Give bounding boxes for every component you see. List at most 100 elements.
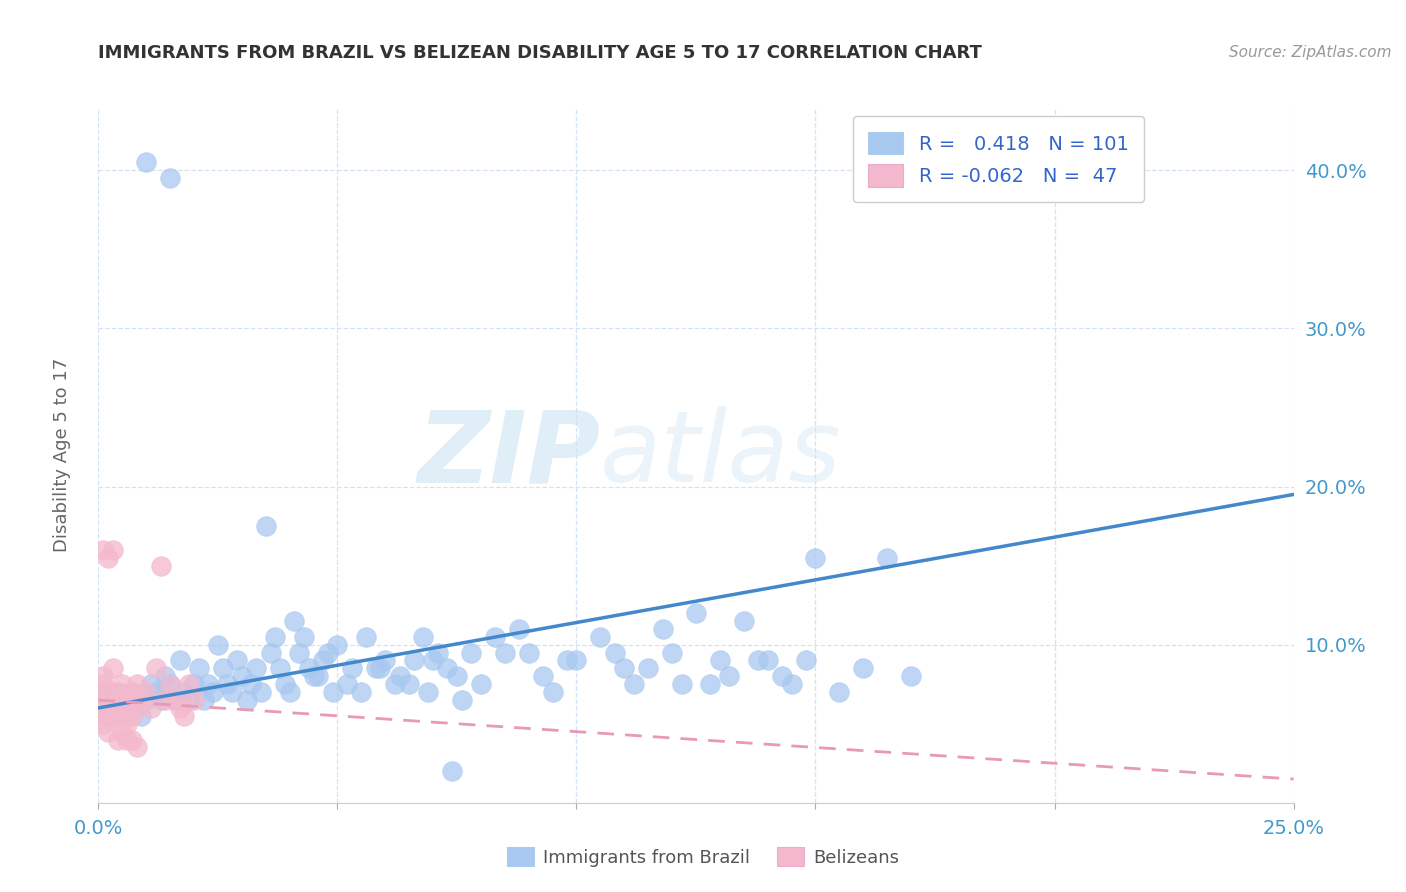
Point <box>364 661 387 675</box>
Point <box>101 701 124 715</box>
Text: IMMIGRANTS FROM BRAZIL VS BELIZEAN DISABILITY AGE 5 TO 17 CORRELATION CHART: IMMIGRANTS FROM BRAZIL VS BELIZEAN DISAB… <box>98 45 983 62</box>
Point <box>115 716 138 731</box>
Point <box>637 661 659 675</box>
Point <box>107 732 129 747</box>
Point <box>135 155 157 169</box>
Point <box>661 646 683 660</box>
Point <box>107 685 129 699</box>
Point <box>302 669 325 683</box>
Point <box>101 661 124 675</box>
Point <box>125 740 148 755</box>
Point <box>159 171 181 186</box>
Point <box>107 693 129 707</box>
Point <box>852 661 875 675</box>
Point <box>623 677 645 691</box>
Point <box>163 693 186 707</box>
Point <box>804 550 827 565</box>
Point <box>211 661 233 675</box>
Point <box>111 701 134 715</box>
Point <box>183 693 205 707</box>
Point <box>135 685 157 699</box>
Point <box>125 677 148 691</box>
Point <box>197 677 219 691</box>
Point <box>298 661 321 675</box>
Point <box>145 685 167 699</box>
Text: Source: ZipAtlas.com: Source: ZipAtlas.com <box>1229 45 1392 60</box>
Point <box>388 669 411 683</box>
Point <box>794 653 817 667</box>
Point <box>900 669 922 683</box>
Point <box>91 669 114 683</box>
Point <box>494 646 516 660</box>
Point <box>91 685 114 699</box>
Point <box>283 614 305 628</box>
Point <box>828 685 851 699</box>
Point <box>613 661 636 675</box>
Point <box>97 724 120 739</box>
Point <box>326 638 349 652</box>
Point <box>541 685 564 699</box>
Point <box>121 685 143 699</box>
Point <box>149 558 172 573</box>
Point <box>111 693 134 707</box>
Point <box>149 693 172 707</box>
Point <box>183 677 205 691</box>
Point <box>202 685 225 699</box>
Point <box>121 708 143 723</box>
Point <box>87 685 110 699</box>
Point <box>245 661 267 675</box>
Point <box>350 685 373 699</box>
Point <box>226 653 249 667</box>
Point <box>718 669 741 683</box>
Point <box>107 708 129 723</box>
Point <box>484 630 506 644</box>
Point <box>207 638 229 652</box>
Point <box>115 701 138 715</box>
Point <box>876 550 898 565</box>
Point <box>87 693 110 707</box>
Point <box>316 646 339 660</box>
Point <box>135 693 157 707</box>
Point <box>115 708 138 723</box>
Point <box>446 669 468 683</box>
Point <box>131 693 153 707</box>
Y-axis label: Disability Age 5 to 17: Disability Age 5 to 17 <box>52 358 70 552</box>
Text: atlas: atlas <box>600 407 842 503</box>
Point <box>91 677 114 691</box>
Point <box>384 677 406 691</box>
Point <box>91 542 114 557</box>
Point <box>565 653 588 667</box>
Point <box>193 693 215 707</box>
Point <box>139 677 162 691</box>
Point <box>312 653 335 667</box>
Point <box>671 677 693 691</box>
Point <box>756 653 779 667</box>
Point <box>125 701 148 715</box>
Point <box>97 708 120 723</box>
Point <box>269 661 291 675</box>
Point <box>111 677 134 691</box>
Point <box>531 669 554 683</box>
Point <box>173 708 195 723</box>
Point <box>370 661 392 675</box>
Point <box>517 646 540 660</box>
Point <box>115 693 138 707</box>
Point <box>179 693 201 707</box>
Point <box>101 701 124 715</box>
Point <box>187 661 209 675</box>
Point <box>121 693 143 707</box>
Point <box>336 677 359 691</box>
Point <box>159 677 181 691</box>
Point <box>264 630 287 644</box>
Point <box>340 661 363 675</box>
Point <box>441 764 464 779</box>
Point <box>155 693 177 707</box>
Point <box>91 701 114 715</box>
Point <box>121 732 143 747</box>
Point <box>231 669 253 683</box>
Point <box>97 693 120 707</box>
Point <box>179 677 201 691</box>
Point <box>97 685 120 699</box>
Point <box>747 653 769 667</box>
Point <box>292 630 315 644</box>
